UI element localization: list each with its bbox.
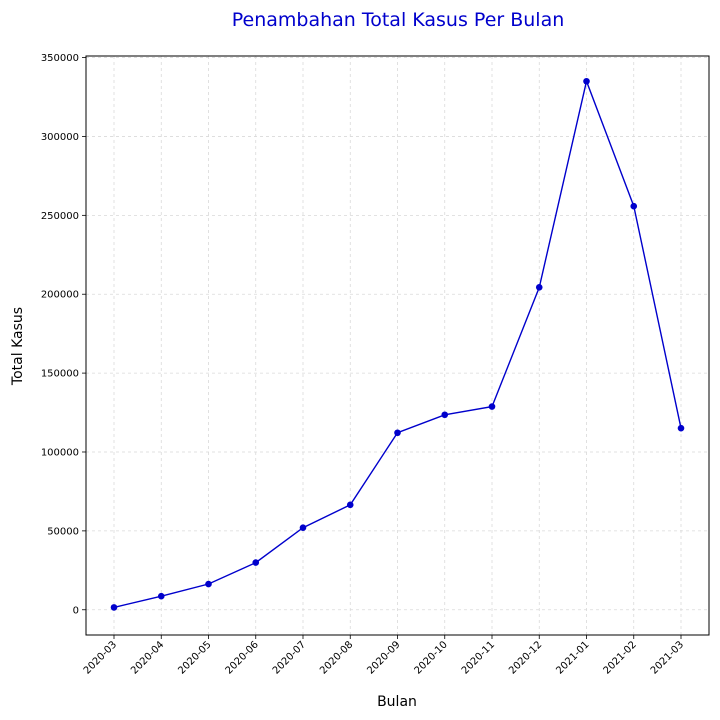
- data-point: [441, 411, 449, 419]
- x-tick-label: 2021-02: [602, 639, 639, 676]
- x-tick-label: 2020-12: [507, 639, 544, 676]
- x-tick-label: 2020-03: [82, 639, 119, 676]
- plot-frame: [85, 55, 710, 636]
- x-tick-label: 2020-05: [176, 639, 213, 676]
- x-tick-label: 2021-03: [649, 639, 686, 676]
- data-point: [110, 604, 118, 611]
- y-axis-label: Total Kasus: [10, 307, 26, 386]
- y-tick-label: 350000: [41, 53, 79, 64]
- data-points: [110, 77, 685, 611]
- data-point: [394, 429, 401, 437]
- x-tick-label: 2020-09: [365, 639, 402, 676]
- data-point: [677, 424, 685, 432]
- x-tick-label: 2020-07: [271, 639, 308, 676]
- x-tick-label: 2020-06: [224, 639, 261, 676]
- y-tick-label: 50000: [47, 526, 79, 537]
- y-tick-label: 100000: [41, 447, 79, 458]
- y-tick-label: 0: [73, 605, 79, 616]
- x-tick-label: 2020-08: [318, 639, 355, 676]
- data-point: [252, 559, 260, 566]
- data-point: [535, 283, 543, 291]
- x-axis-ticks: 2020-03 2020-04 2020-05 2020-06 2020-07 2020-…: [82, 635, 686, 677]
- data-point: [630, 202, 638, 210]
- x-axis-label: Bulan: [377, 694, 417, 710]
- x-tick-label: 2020-04: [129, 639, 166, 676]
- data-point: [583, 77, 590, 85]
- data-point: [299, 524, 307, 532]
- chart-title: Penambahan Total Kasus Per Bulan: [232, 9, 565, 31]
- data-point: [205, 580, 212, 588]
- x-tick-label: 2020-11: [460, 639, 497, 676]
- y-axis-ticks: 0 50000 100000 150000 200000 250000 300000 3500…: [41, 53, 86, 616]
- grid: [86, 56, 709, 635]
- x-tick-label: 2021-01: [554, 639, 591, 676]
- y-tick-label: 200000: [41, 290, 79, 301]
- y-tick-label: 300000: [41, 132, 79, 143]
- x-tick-label: 2020-10: [413, 639, 450, 676]
- y-tick-label: 150000: [41, 369, 79, 380]
- data-point: [488, 403, 496, 410]
- data-point: [346, 501, 354, 509]
- data-point: [157, 592, 165, 600]
- y-tick-label: 250000: [41, 211, 79, 222]
